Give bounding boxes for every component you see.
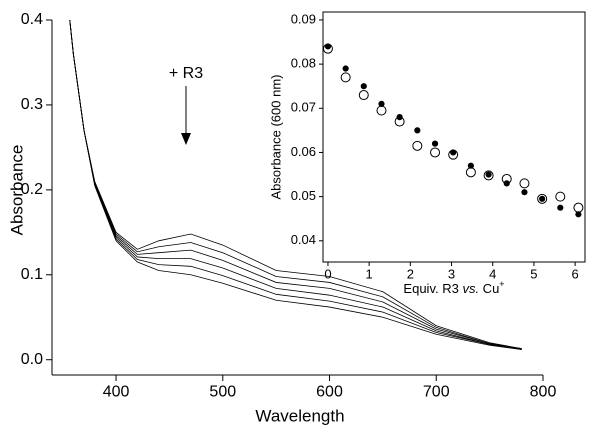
y-tick-label: 0.2 (21, 181, 43, 198)
data-point (537, 193, 548, 204)
y-tick-label: 0.4 (21, 11, 43, 28)
data-point (483, 170, 494, 181)
x-tick-label: 5 (530, 267, 537, 282)
y-tick-label: 0.05 (291, 188, 316, 203)
data-point (430, 147, 441, 158)
y-tick-label: 0.04 (291, 232, 316, 247)
data-point (485, 171, 492, 178)
x-tick-label: 6 (571, 267, 578, 282)
x-tick-label: 400 (103, 383, 130, 400)
data-point (412, 140, 423, 151)
x-label-part: Equiv. R3 (403, 281, 462, 296)
y-tick-label: 0.3 (21, 96, 43, 113)
x-label-part: vs. (462, 281, 479, 296)
y-tick-label: 0.08 (291, 56, 316, 71)
x-tick-label: 800 (530, 383, 557, 400)
data-point (521, 189, 528, 196)
x-tick-label: 500 (209, 383, 236, 400)
data-point (519, 178, 530, 189)
x-tick-label: 3 (448, 267, 455, 282)
data-point (358, 90, 369, 101)
data-point (360, 83, 367, 90)
data-point (394, 116, 405, 127)
inset-x-label: Equiv. R3 vs. Cu+ (403, 279, 504, 296)
data-point (555, 191, 566, 202)
annotation: + R3 (169, 65, 203, 82)
data-point (342, 65, 349, 72)
inset-y-label: Absorbance (600 nm) (268, 74, 283, 199)
y-tick-label: 0.1 (21, 266, 43, 283)
data-point (539, 195, 546, 202)
y-axis-label: Absorbance (7, 145, 26, 236)
x-label-part: Cu (479, 281, 499, 296)
x-tick-label: 2 (407, 267, 414, 282)
data-point (376, 105, 387, 116)
spectrum-line (69, 20, 522, 350)
x-tick-label: 4 (489, 267, 496, 282)
data-point (573, 202, 584, 213)
data-point (340, 72, 351, 83)
data-point (448, 149, 459, 160)
data-point (465, 167, 476, 178)
x-tick-label: 1 (366, 267, 373, 282)
y-tick-label: 0.06 (291, 144, 316, 159)
x-tick-label: 0 (324, 267, 331, 282)
data-point (501, 173, 512, 184)
data-point (322, 43, 333, 54)
inset: Absorbance (600 nm) Equiv. R3 vs. Cu+ 0.… (268, 11, 586, 296)
arrow-head (181, 133, 191, 145)
data-point (431, 140, 439, 147)
y-tick-label: 0.07 (291, 100, 316, 115)
data-point (557, 204, 564, 211)
x-tick-label: 700 (423, 383, 450, 400)
x-label-part: + (499, 279, 504, 289)
y-tick-label: 0.0 (21, 351, 43, 368)
x-tick-label: 600 (316, 383, 343, 400)
y-tick-label: 0.09 (291, 11, 316, 26)
data-point (414, 127, 421, 134)
inset-frame (322, 11, 586, 263)
x-axis-label: Wavelength (255, 406, 344, 425)
